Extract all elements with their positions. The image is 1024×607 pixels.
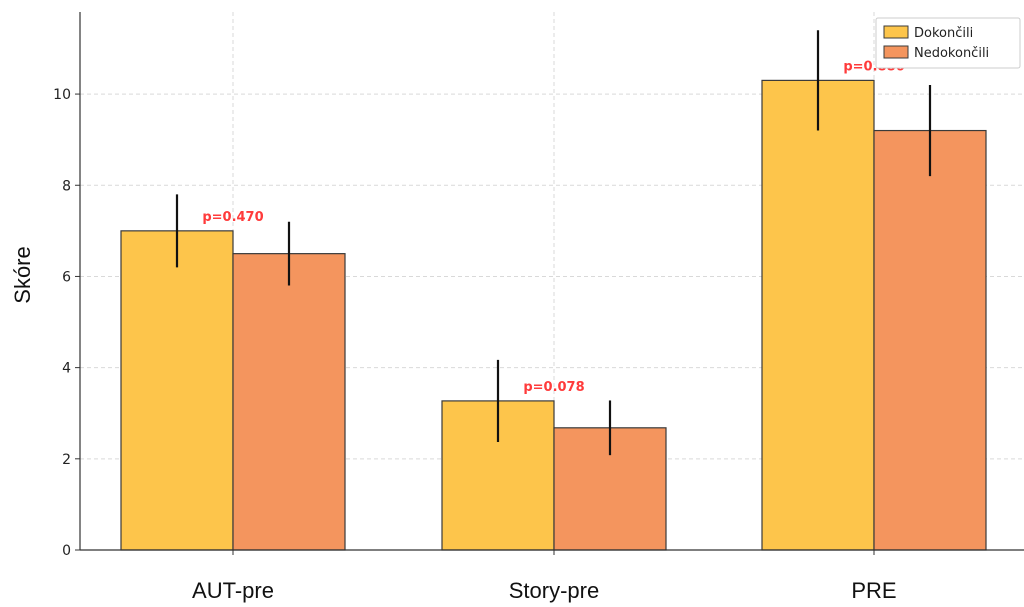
category-label: PRE: [851, 578, 896, 603]
legend: Dokončili Nedokončili: [875, 17, 1021, 69]
error-bars-group: [175, 30, 932, 456]
category-label: AUT-pre: [192, 578, 274, 603]
category-label: Story-pre: [509, 578, 599, 603]
bar-0-0: [120, 230, 234, 551]
bar-1-2: [873, 129, 987, 551]
bar-1-0: [232, 253, 346, 551]
y-tick-label: 2: [62, 452, 71, 468]
legend-swatch-0: [883, 25, 909, 39]
y-tick-label: 6: [62, 269, 71, 285]
legend-label-1: Nedokončili: [914, 46, 989, 61]
y-axis-label: Skóre: [10, 246, 35, 303]
y-tick-label: 10: [53, 87, 71, 103]
p-value-label: p=0.078: [523, 380, 584, 395]
p-value-label: p=0.470: [202, 210, 263, 225]
y-tick-labels: 0 2 4 6 8 10: [53, 87, 71, 559]
legend-swatch-1: [883, 45, 909, 59]
bar-0-2: [761, 79, 875, 551]
category-labels: AUT-pre Story-pre PRE: [192, 578, 897, 603]
y-tick-label: 4: [62, 361, 71, 377]
y-tick-label: 0: [62, 543, 71, 559]
axes: [75, 12, 1024, 555]
legend-label-0: Dokončili: [914, 26, 973, 41]
y-tick-label: 8: [62, 178, 71, 194]
legend-box: [875, 17, 1021, 69]
